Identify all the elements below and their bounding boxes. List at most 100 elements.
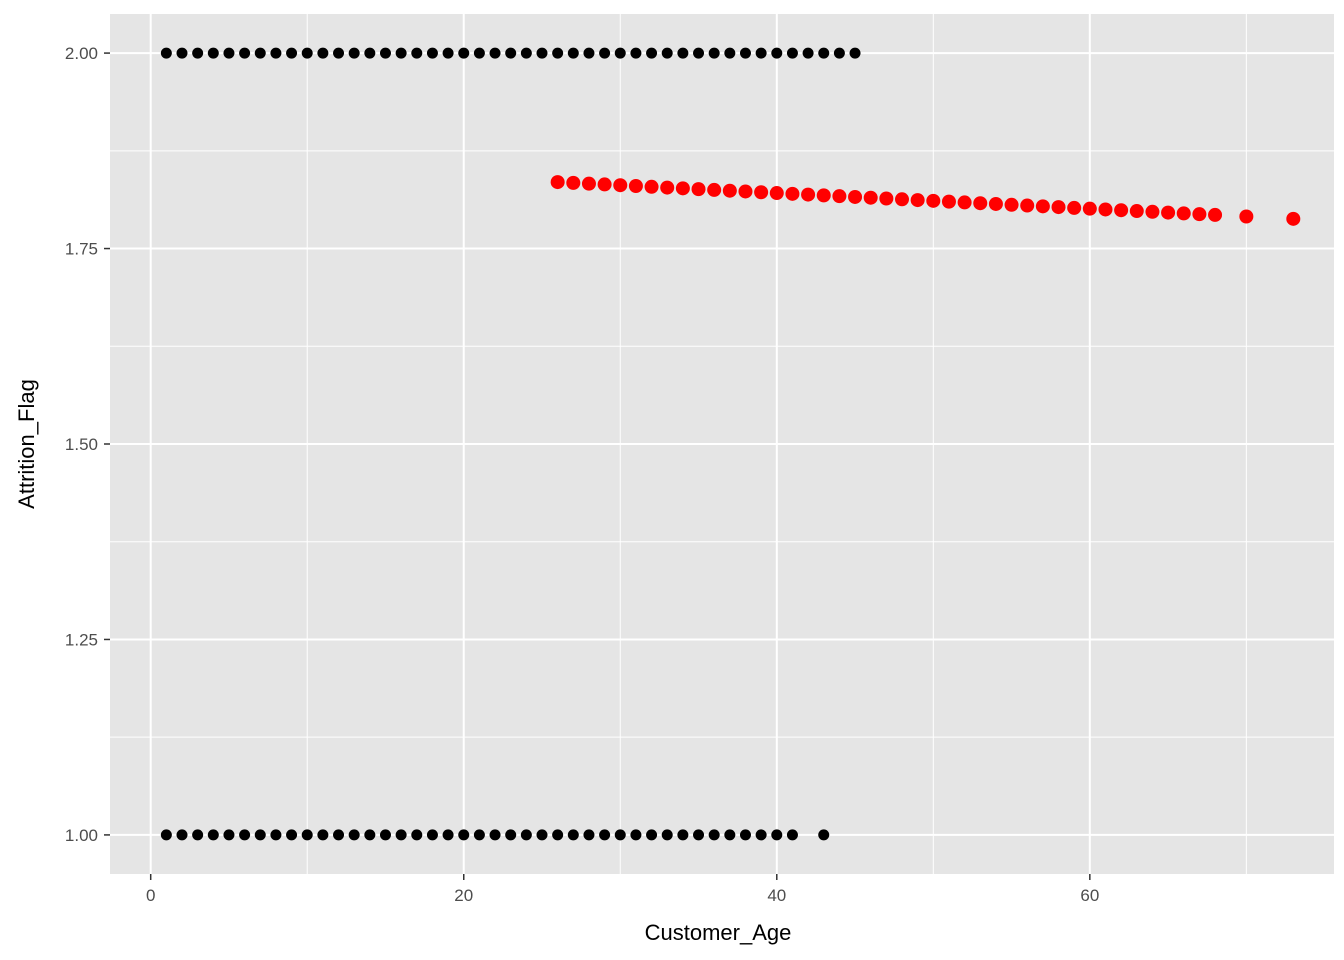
data-point — [677, 47, 689, 59]
data-point — [566, 175, 581, 190]
data-point — [1098, 202, 1113, 217]
data-point — [661, 47, 673, 59]
data-point — [818, 47, 830, 59]
data-point — [691, 182, 706, 197]
data-point — [567, 47, 579, 59]
data-point — [771, 47, 783, 59]
data-point — [317, 47, 329, 59]
data-point — [192, 47, 204, 59]
data-point — [473, 47, 485, 59]
data-point — [442, 829, 454, 841]
data-point — [816, 188, 831, 203]
data-point — [489, 47, 501, 59]
y-axis: 1.00 1.25 1.50 1.75 2.00 — [65, 44, 110, 845]
data-point — [738, 184, 753, 199]
data-point — [802, 47, 814, 59]
data-point — [722, 183, 737, 198]
data-point — [646, 47, 658, 59]
data-point — [395, 47, 407, 59]
data-point — [379, 47, 391, 59]
data-point — [489, 829, 501, 841]
data-point — [1004, 197, 1019, 212]
data-point — [724, 829, 736, 841]
data-point — [536, 47, 548, 59]
data-point — [755, 829, 767, 841]
data-point — [176, 829, 188, 841]
data-point — [505, 47, 517, 59]
data-point — [614, 47, 626, 59]
data-point — [849, 47, 861, 59]
data-point — [660, 180, 675, 195]
data-point — [333, 829, 345, 841]
data-point — [1192, 207, 1207, 222]
data-point — [895, 192, 909, 207]
data-point — [599, 829, 611, 841]
data-point — [364, 829, 376, 841]
data-point — [597, 177, 612, 192]
y-tick-label: 1.25 — [65, 630, 98, 649]
data-point — [333, 47, 345, 59]
data-point — [426, 829, 438, 841]
data-point — [411, 829, 423, 841]
data-point — [458, 47, 470, 59]
x-tick-label: 0 — [146, 886, 155, 905]
data-point — [581, 176, 596, 191]
data-point — [550, 175, 565, 190]
data-point — [769, 186, 784, 201]
data-point — [1035, 199, 1050, 214]
data-point — [957, 195, 972, 210]
data-point — [693, 829, 705, 841]
data-point — [411, 47, 423, 59]
data-point — [1082, 201, 1097, 216]
data-point — [239, 47, 251, 59]
data-point — [786, 829, 798, 841]
data-point — [379, 829, 391, 841]
data-point — [254, 829, 266, 841]
data-point — [910, 193, 925, 208]
data-point — [426, 47, 438, 59]
data-point — [644, 179, 659, 194]
data-point — [614, 829, 626, 841]
data-point — [160, 47, 172, 59]
data-point — [646, 829, 658, 841]
data-point — [739, 47, 751, 59]
data-point — [754, 185, 769, 200]
data-point — [833, 47, 845, 59]
x-axis: 0 20 40 60 — [146, 874, 1099, 905]
data-point — [1129, 204, 1144, 219]
data-point — [254, 47, 266, 59]
data-point — [630, 47, 642, 59]
data-point — [973, 196, 988, 211]
data-point — [630, 829, 642, 841]
y-tick-label: 1.50 — [65, 435, 98, 454]
data-point — [223, 47, 235, 59]
data-point — [1114, 203, 1129, 218]
data-point — [1176, 206, 1191, 221]
y-tick-label: 1.00 — [65, 826, 98, 845]
data-point — [223, 829, 235, 841]
data-point — [270, 829, 282, 841]
data-point — [505, 829, 517, 841]
data-point — [520, 47, 532, 59]
x-tick-label: 60 — [1080, 886, 1099, 905]
data-point — [552, 47, 564, 59]
data-point — [301, 47, 313, 59]
data-point — [1239, 209, 1254, 224]
data-point — [677, 829, 689, 841]
data-point — [395, 829, 407, 841]
data-point — [801, 187, 816, 202]
data-point — [286, 829, 298, 841]
data-point — [661, 829, 673, 841]
data-point — [832, 189, 847, 204]
data-point — [207, 47, 219, 59]
data-point — [583, 47, 595, 59]
data-point — [301, 829, 313, 841]
data-point — [724, 47, 736, 59]
data-point — [707, 182, 722, 197]
data-point — [755, 47, 767, 59]
data-point — [708, 47, 720, 59]
data-point — [599, 47, 611, 59]
data-point — [941, 194, 956, 209]
x-tick-label: 40 — [767, 886, 786, 905]
x-tick-label: 20 — [454, 886, 473, 905]
